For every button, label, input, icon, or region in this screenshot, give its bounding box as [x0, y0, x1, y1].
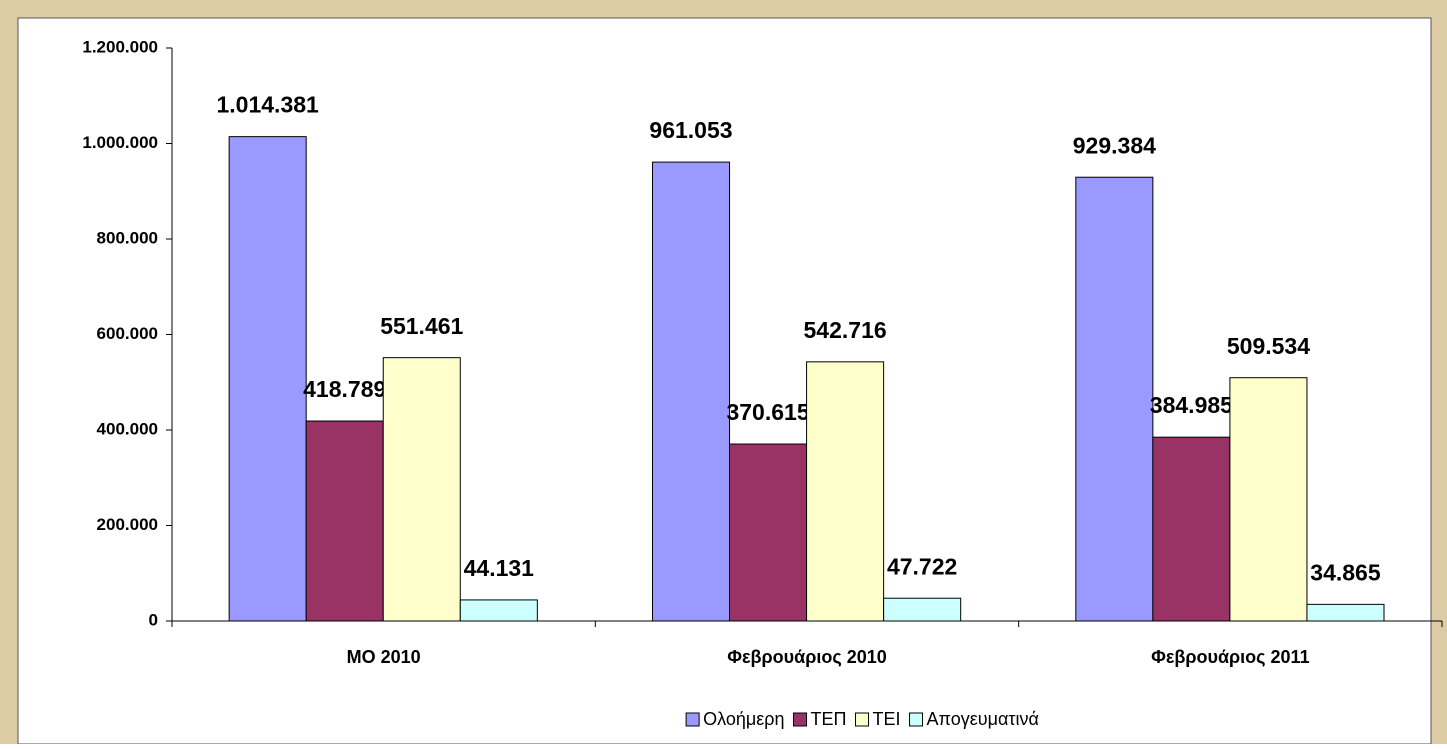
- legend-swatch: [793, 712, 808, 727]
- y-tick-label: 800.000: [97, 228, 158, 247]
- bar: [228, 136, 307, 622]
- data-label: 509.534: [1227, 333, 1310, 359]
- bar: [1075, 176, 1154, 622]
- data-label: 929.384: [1073, 132, 1156, 158]
- data-label: 418.789: [303, 376, 386, 402]
- bar: [1306, 603, 1385, 622]
- legend-swatch: [909, 712, 924, 727]
- data-label: 370.615: [726, 399, 809, 425]
- y-tick-label: 600.000: [97, 324, 158, 343]
- bar: [305, 420, 384, 622]
- data-label: 47.722: [887, 553, 957, 579]
- bar: [382, 357, 461, 622]
- legend-label: Απογευματινά: [927, 709, 1039, 729]
- data-label: 542.716: [804, 317, 887, 343]
- bar: [651, 161, 731, 622]
- bar: [729, 443, 808, 622]
- legend-label: ΤΕΙ: [873, 709, 901, 729]
- legend-label: Ολοήμερη: [703, 709, 784, 729]
- data-label: 44.131: [464, 555, 535, 581]
- legend-swatch: [855, 712, 870, 727]
- x-tick-label: ΜΟ 2010: [347, 647, 421, 667]
- data-label: 551.461: [380, 313, 463, 339]
- data-label: 1.014.381: [217, 92, 320, 118]
- legend-label: ΤΕΠ: [811, 709, 847, 729]
- legend-swatch: [685, 712, 700, 727]
- y-tick-label: 1.000.000: [82, 133, 158, 152]
- x-tick-label: Φεβρουάριος 2011: [1151, 647, 1310, 667]
- y-tick-label: 400.000: [97, 419, 158, 438]
- bar: [1152, 436, 1231, 622]
- data-label: 961.053: [649, 117, 732, 143]
- x-tick-label: Φεβρουάριος 2010: [727, 647, 887, 667]
- bar: [806, 361, 885, 622]
- data-label: 384.985: [1150, 392, 1233, 418]
- bar: [883, 597, 962, 622]
- bar: [459, 599, 538, 622]
- y-tick-label: 200.000: [97, 515, 158, 534]
- y-tick-label: 1.200.000: [82, 37, 158, 56]
- y-tick-label: 0: [149, 610, 158, 629]
- bar: [1229, 377, 1308, 622]
- data-label: 34.865: [1310, 559, 1381, 585]
